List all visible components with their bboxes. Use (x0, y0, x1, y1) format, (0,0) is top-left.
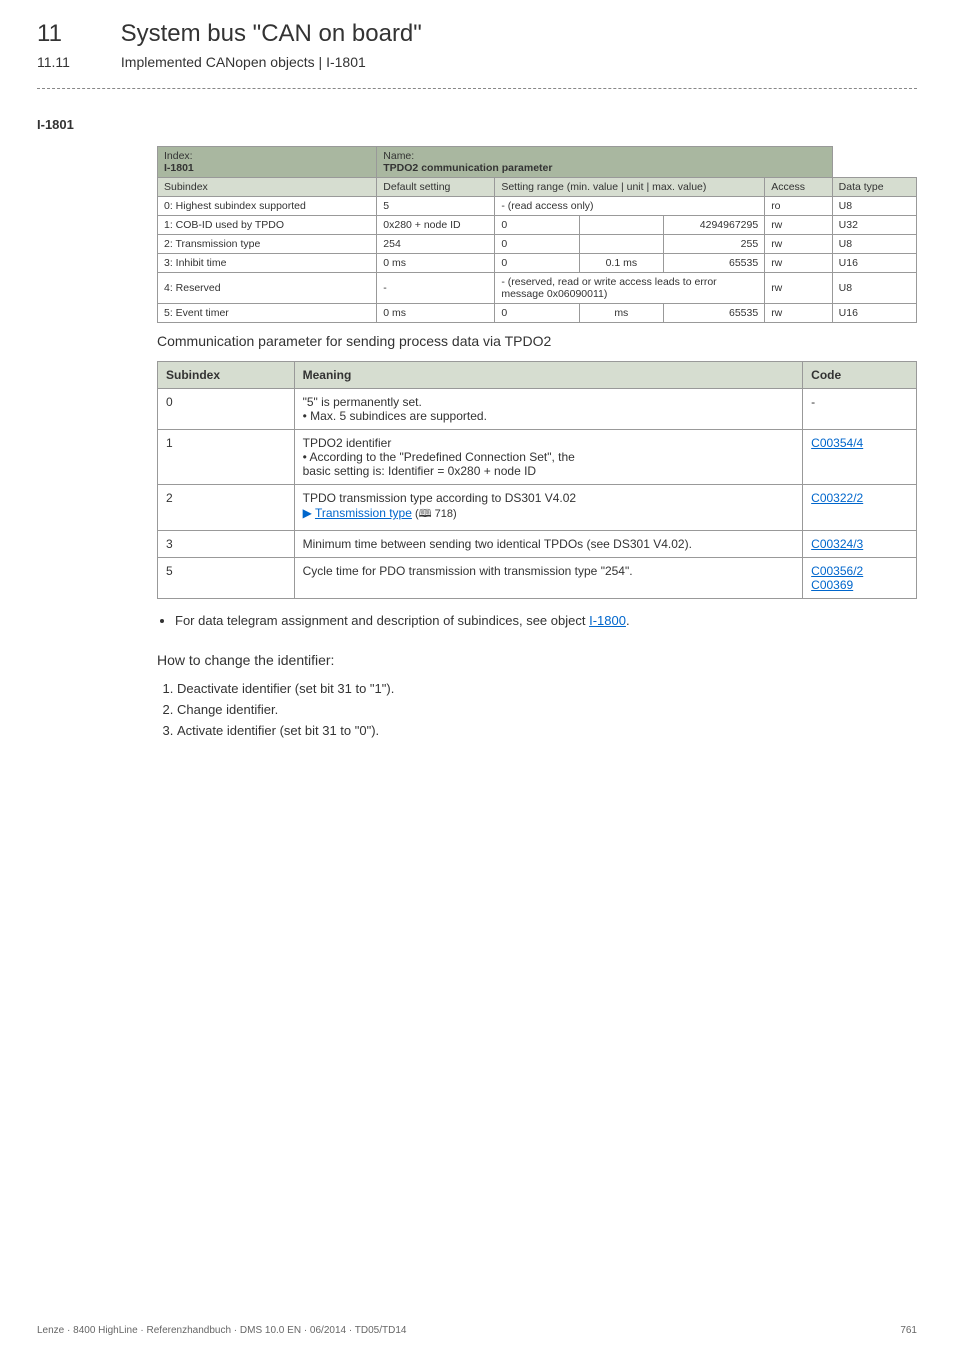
cell: - (read access only) (495, 197, 765, 216)
cell: Cycle time for PDO transmission with tra… (294, 558, 803, 599)
section-number: 11.11 (37, 54, 117, 70)
cell: 5 (158, 558, 295, 599)
page-number: 761 (900, 1325, 917, 1336)
col-subindex: Subindex (158, 362, 295, 389)
cell: - (803, 389, 917, 430)
cell: 3 (158, 531, 295, 558)
col-meaning: Meaning (294, 362, 803, 389)
step-item: Activate identifier (set bit 31 to "0"). (177, 723, 917, 738)
cell: TPDO transmission type according to DS30… (294, 485, 803, 531)
cell: rw (765, 235, 832, 254)
cell: TPDO2 identifier• According to the "Pred… (294, 430, 803, 485)
cell: 0 (495, 216, 579, 235)
cell: 1 (158, 430, 295, 485)
cell: 65535 (663, 304, 764, 323)
cell (579, 235, 663, 254)
cell: 0 (495, 254, 579, 273)
code-link[interactable]: C00322/2 (811, 491, 863, 505)
cell: - (377, 273, 495, 304)
triangle-icon: ▶ (303, 506, 315, 520)
cell: C00354/4 (803, 430, 917, 485)
cell: U16 (832, 254, 916, 273)
spec-table: Index: I-1801 Name: TPDO2 communication … (157, 146, 917, 323)
cell: U8 (832, 235, 916, 254)
cell: 0x280 + node ID (377, 216, 495, 235)
cell: 4294967295 (663, 216, 764, 235)
cell: 0: Highest subindex supported (158, 197, 377, 216)
code-link[interactable]: C00369 (811, 578, 853, 592)
cell: U8 (832, 197, 916, 216)
divider (37, 88, 917, 89)
cell: rw (765, 216, 832, 235)
cell: C00356/2C00369 (803, 558, 917, 599)
cell: 3: Inhibit time (158, 254, 377, 273)
cell: 0 ms (377, 254, 495, 273)
col-range: Setting range (min. value | unit | max. … (495, 178, 765, 197)
cell: ro (765, 197, 832, 216)
step-item: Change identifier. (177, 702, 917, 717)
howto-title: How to change the identifier: (157, 652, 917, 668)
step-item: Deactivate identifier (set bit 31 to "1"… (177, 681, 917, 696)
cell: 65535 (663, 254, 764, 273)
note-text: For data telegram assignment and descrip… (175, 613, 589, 628)
footer-left: Lenze · 8400 HighLine · Referenzhandbuch… (37, 1325, 406, 1336)
col-default: Default setting (377, 178, 495, 197)
note-bullet: For data telegram assignment and descrip… (175, 613, 917, 628)
cell: 1: COB-ID used by TPDO (158, 216, 377, 235)
cell: rw (765, 304, 832, 323)
cell: 254 (377, 235, 495, 254)
cell: U8 (832, 273, 916, 304)
code-link[interactable]: C00324/3 (811, 537, 863, 551)
name-value: TPDO2 communication parameter (383, 162, 552, 174)
col-access: Access (765, 178, 832, 197)
cell: C00324/3 (803, 531, 917, 558)
meaning-table: Subindex Meaning Code 0"5" is permanentl… (157, 361, 917, 599)
cell: C00322/2 (803, 485, 917, 531)
cell: 2: Transmission type (158, 235, 377, 254)
cell: 0 ms (377, 304, 495, 323)
cell: "5" is permanently set.• Max. 5 subindic… (294, 389, 803, 430)
cell: rw (765, 254, 832, 273)
index-value: I-1801 (164, 162, 194, 174)
col-subindex: Subindex (158, 178, 377, 197)
object-label: I-1801 (37, 117, 917, 132)
cell: 0 (495, 304, 579, 323)
page-ref: (🕮 718) (412, 508, 457, 520)
table-caption: Communication parameter for sending proc… (157, 333, 917, 349)
cell: U32 (832, 216, 916, 235)
cell: 255 (663, 235, 764, 254)
cell: 4: Reserved (158, 273, 377, 304)
cell: 0.1 ms (579, 254, 663, 273)
cell: rw (765, 273, 832, 304)
name-label: Name: (383, 150, 414, 162)
index-label: Index: (164, 150, 193, 162)
chapter-title: System bus "CAN on board" (121, 20, 422, 47)
col-dtype: Data type (832, 178, 916, 197)
cell (579, 216, 663, 235)
object-link[interactable]: I-1800 (589, 613, 626, 628)
cell: 5 (377, 197, 495, 216)
cell: 0 (495, 235, 579, 254)
cell: 2 (158, 485, 295, 531)
cell: U16 (832, 304, 916, 323)
code-link[interactable]: C00354/4 (811, 436, 863, 450)
transmission-type-link[interactable]: Transmission type (315, 506, 412, 520)
cell: - (reserved, read or write access leads … (495, 273, 765, 304)
cell: 0 (158, 389, 295, 430)
cell: ms (579, 304, 663, 323)
code-link[interactable]: C00356/2 (811, 564, 863, 578)
cell: 5: Event timer (158, 304, 377, 323)
section-title: Implemented CANopen objects | I-1801 (121, 54, 366, 70)
cell: Minimum time between sending two identic… (294, 531, 803, 558)
chapter-number: 11 (37, 20, 117, 48)
col-code: Code (803, 362, 917, 389)
